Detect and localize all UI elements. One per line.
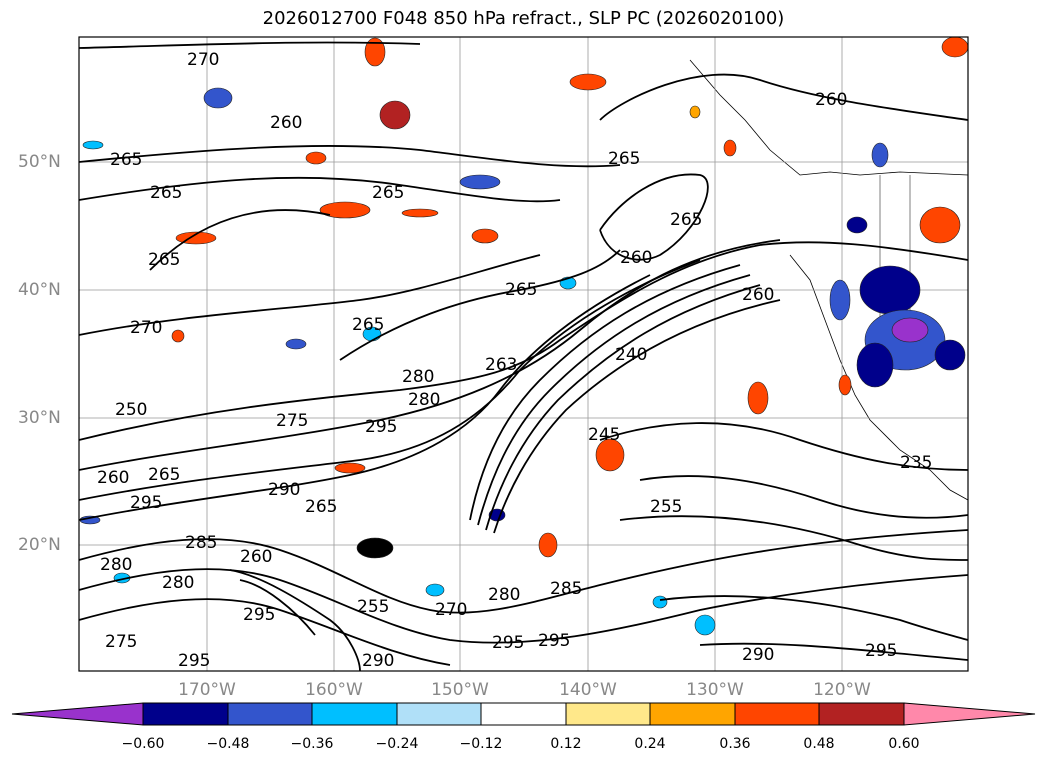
colorbar-tick-label: −0.36 [290,736,334,752]
colorbar-tick-label: 0.48 [803,736,835,752]
refractivity-fill-layer [79,36,969,636]
colorbar-tick-label: −0.60 [121,736,165,752]
contour-label: 295 [178,651,210,671]
contour-label: 285 [185,533,217,553]
contour-label: 265 [150,183,182,203]
contour-label: 265 [305,497,337,517]
lat-label: 40°N [18,280,61,300]
contour-label: 295 [243,605,275,625]
contour-label: 265 [110,150,142,170]
map-grid [79,37,968,671]
contour-label: 295 [492,633,524,653]
contour-label: 265 [372,183,404,203]
contour-label: 270 [130,318,162,338]
contour-label: 290 [268,480,300,500]
contour-label: 260 [742,285,774,305]
lon-label: 170°W [178,680,236,700]
colorbar-cell [480,702,567,726]
contour-label: 270 [435,600,467,620]
contour-label: 275 [105,632,137,652]
contour-label: 245 [588,425,620,445]
lat-label: 20°N [18,535,61,555]
lon-label: 120°W [813,680,871,700]
contour-label: 270 [187,50,219,70]
map-frame [78,36,969,672]
contour-label: 255 [357,597,389,617]
colorbar-cell [311,702,398,726]
contour-label: 260 [620,248,652,268]
contour-label: 260 [815,90,847,110]
contour-label: 290 [362,651,394,671]
colorbar-tick-label: 0.60 [888,736,920,752]
lon-label: 130°W [686,680,744,700]
colorbar-cell [565,702,651,726]
colorbar-cell [227,702,313,726]
contour-label: 265 [148,250,180,270]
lon-label: 150°W [431,680,489,700]
contour-label: 295 [365,417,397,437]
contour-label: 250 [115,400,147,420]
colorbar-tick-label: 0.12 [550,736,582,752]
contour-label: 280 [408,390,440,410]
colorbar-cell [649,702,736,726]
colorbar [11,702,1036,726]
contour-label-layer: 270 260 265 265 265 265 265 265 265 260 … [97,50,932,671]
contour-label: 280 [162,573,194,593]
contour-label: 295 [130,493,162,513]
contour-label: 260 [240,547,272,567]
colorbar-cell [818,702,905,726]
map-title: 2026012700 F048 850 hPa refract., SLP PC… [262,8,785,29]
contour-label: 290 [742,645,774,665]
contour-label: 280 [488,585,520,605]
colorbar-tick-label: −0.12 [459,736,503,752]
colorbar-cell [903,702,1036,726]
colorbar-cell [396,702,482,726]
lon-label: 140°W [559,680,617,700]
contour-label: 280 [100,555,132,575]
contour-label: 280 [402,367,434,387]
contour-label: 260 [270,113,302,133]
lat-label: 50°N [18,152,61,172]
contour-label: 265 [608,149,640,169]
contour-label: 255 [650,497,682,517]
colorbar-cell [142,702,229,726]
colorbar-cell [734,702,820,726]
contour-label: 240 [615,345,647,365]
contour-label: 285 [550,579,582,599]
contour-label: 263 [485,355,517,375]
contour-label: 275 [276,411,308,431]
colorbar-tick-label: −0.24 [375,736,419,752]
colorbar-tick-label: 0.24 [634,736,666,752]
contour-label: 235 [900,453,932,473]
lon-label: 160°W [305,680,363,700]
lat-label: 30°N [18,408,61,428]
contour-label: 295 [865,641,897,661]
contour-label: 295 [538,631,570,651]
contour-label: 265 [505,280,537,300]
contour-label: 265 [148,465,180,485]
colorbar-cell [11,702,144,726]
contour-label: 265 [352,315,384,335]
contour-label: 260 [97,468,129,488]
colorbar-tick-label: 0.36 [719,736,751,752]
slp-contour-layer [78,41,969,672]
contour-label: 265 [670,210,702,230]
colorbar-tick-label: −0.48 [206,736,250,752]
